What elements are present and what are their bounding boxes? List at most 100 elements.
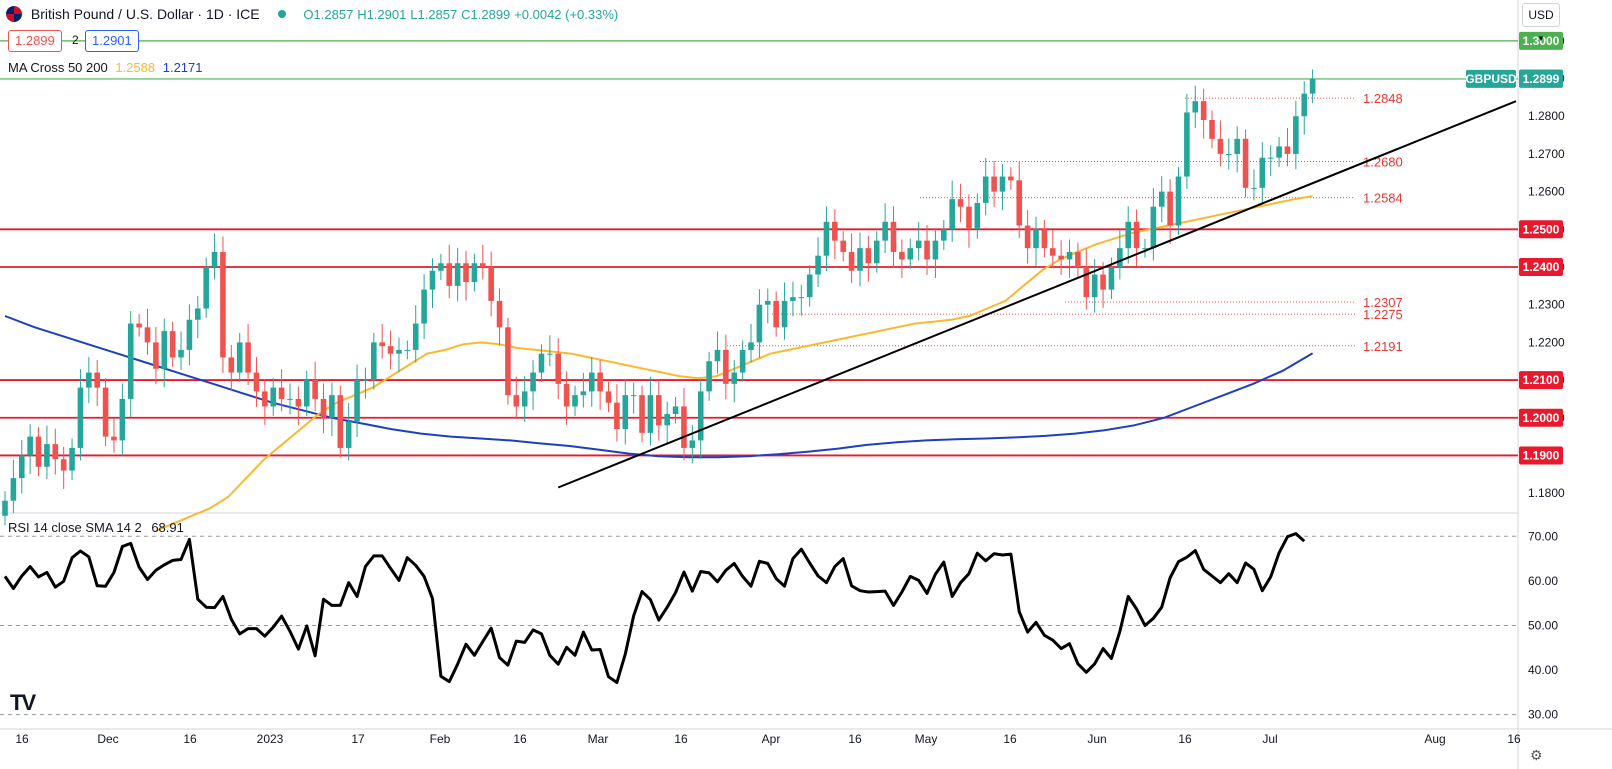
sell-button[interactable]: 1.2899: [8, 30, 62, 52]
candle-body: [1234, 138, 1240, 154]
candle-body: [153, 342, 159, 369]
candle-body: [706, 361, 712, 392]
rsi-line: [3, 532, 1306, 684]
candle-body: [35, 436, 42, 467]
candle-body: [1284, 146, 1291, 154]
candle-body: [773, 300, 779, 328]
candle-body: [664, 414, 670, 426]
annotation-level-label: 1.2848: [1363, 91, 1403, 106]
price-tick-label: 1.2600: [1528, 185, 1565, 199]
candle-body: [1091, 274, 1098, 298]
candle-body: [806, 274, 813, 298]
candle-body: [60, 459, 67, 471]
candle-body: [446, 263, 453, 286]
candle-body: [220, 251, 226, 358]
candle-body: [848, 251, 855, 271]
annotation-level-label: 1.2680: [1363, 154, 1403, 169]
candle-body: [974, 202, 981, 230]
ohlc-close: C1.2899: [461, 7, 511, 22]
candle-body: [622, 395, 629, 430]
candle-body: [1125, 221, 1132, 249]
candle-body: [77, 387, 84, 448]
candle-body: [832, 221, 838, 241]
candle-body: [790, 297, 796, 301]
candle-body: [1008, 176, 1014, 181]
candle-body: [488, 267, 494, 301]
candle-body: [52, 444, 59, 460]
candle-body: [27, 436, 33, 456]
candle-body: [111, 436, 117, 441]
candle-body: [1301, 93, 1308, 117]
time-tick-label: 16: [513, 732, 527, 746]
rsi-legend[interactable]: RSI 14 close SMA 14 2 68.91: [8, 520, 184, 535]
rsi-tick-label: 60.00: [1528, 574, 1558, 588]
candle-body: [253, 372, 260, 392]
candle-body: [991, 176, 997, 192]
candle-body: [647, 395, 654, 433]
candle-body: [1016, 180, 1023, 226]
chevron-down-icon: ▼: [1537, 34, 1545, 43]
candle-body: [1192, 101, 1199, 113]
ma-legend[interactable]: MA Cross 50 200 1.2588 1.2171: [8, 60, 203, 75]
candle-body: [345, 421, 352, 448]
candle-body: [429, 270, 436, 290]
currency-label: USD: [1528, 8, 1554, 22]
settings-icon[interactable]: ⚙: [1530, 747, 1543, 763]
candle-body: [605, 391, 612, 403]
candle-body: [639, 395, 645, 433]
annotation-level-label: 1.2191: [1363, 339, 1403, 354]
candle-body: [932, 240, 939, 260]
candle-body: [882, 221, 888, 241]
level-badge: [1519, 31, 1563, 50]
candle-body: [169, 331, 176, 358]
candle-body: [44, 444, 50, 467]
candle-body: [295, 398, 302, 407]
candle-body: [1184, 112, 1190, 177]
price-tick-label: 1.2800: [1528, 109, 1565, 123]
ohlc-low: L1.2857: [410, 7, 458, 22]
candle-body: [957, 199, 964, 207]
candle-body: [547, 353, 553, 355]
candle-body: [1083, 267, 1090, 298]
candle-body: [739, 349, 746, 373]
time-tick-label: 16: [1507, 732, 1521, 746]
candle-body: [672, 406, 679, 414]
candle-body: [572, 395, 578, 407]
time-tick-label: May: [915, 732, 938, 746]
candle-body: [941, 229, 947, 241]
time-tick-label: Dec: [97, 732, 118, 746]
candle-body: [354, 380, 360, 422]
candle-body: [69, 447, 75, 471]
level-badge-label: 1.1900: [1523, 448, 1560, 462]
annotation-level-label: 1.2275: [1363, 307, 1403, 322]
candle-body: [329, 395, 335, 418]
candle-body: [387, 346, 394, 354]
rsi-label: RSI 14 close SMA 14 2: [8, 520, 142, 535]
ma-label: MA Cross 50 200: [8, 60, 108, 75]
candle-body: [1242, 138, 1249, 188]
candle-body: [513, 395, 520, 407]
candle-body: [966, 206, 972, 230]
symbol-header[interactable]: British Pound / U.S. Dollar · 1D · ICE O…: [6, 6, 618, 22]
candle-body: [823, 221, 830, 256]
candle-body: [119, 398, 126, 441]
currency-selector[interactable]: USD ▼: [1522, 3, 1560, 43]
candle-body: [1058, 255, 1064, 260]
candle-body: [228, 357, 235, 373]
tradingview-logo[interactable]: TV: [10, 690, 36, 715]
time-tick-label: 16: [1178, 732, 1192, 746]
candle-body: [303, 380, 310, 407]
candle-body: [270, 387, 277, 407]
ma200-value: 1.2171: [162, 60, 203, 75]
candle-body: [681, 406, 687, 448]
price-tick-label: 1.2200: [1528, 335, 1565, 349]
candle-body: [764, 300, 771, 305]
candle-body: [287, 398, 293, 400]
time-tick-label: 16: [848, 732, 862, 746]
flag-icon: [6, 6, 22, 22]
time-tick-label: Jun: [1087, 732, 1106, 746]
buy-button[interactable]: 1.2901: [85, 30, 139, 52]
candle-body: [454, 263, 461, 286]
candle-body: [136, 323, 142, 328]
